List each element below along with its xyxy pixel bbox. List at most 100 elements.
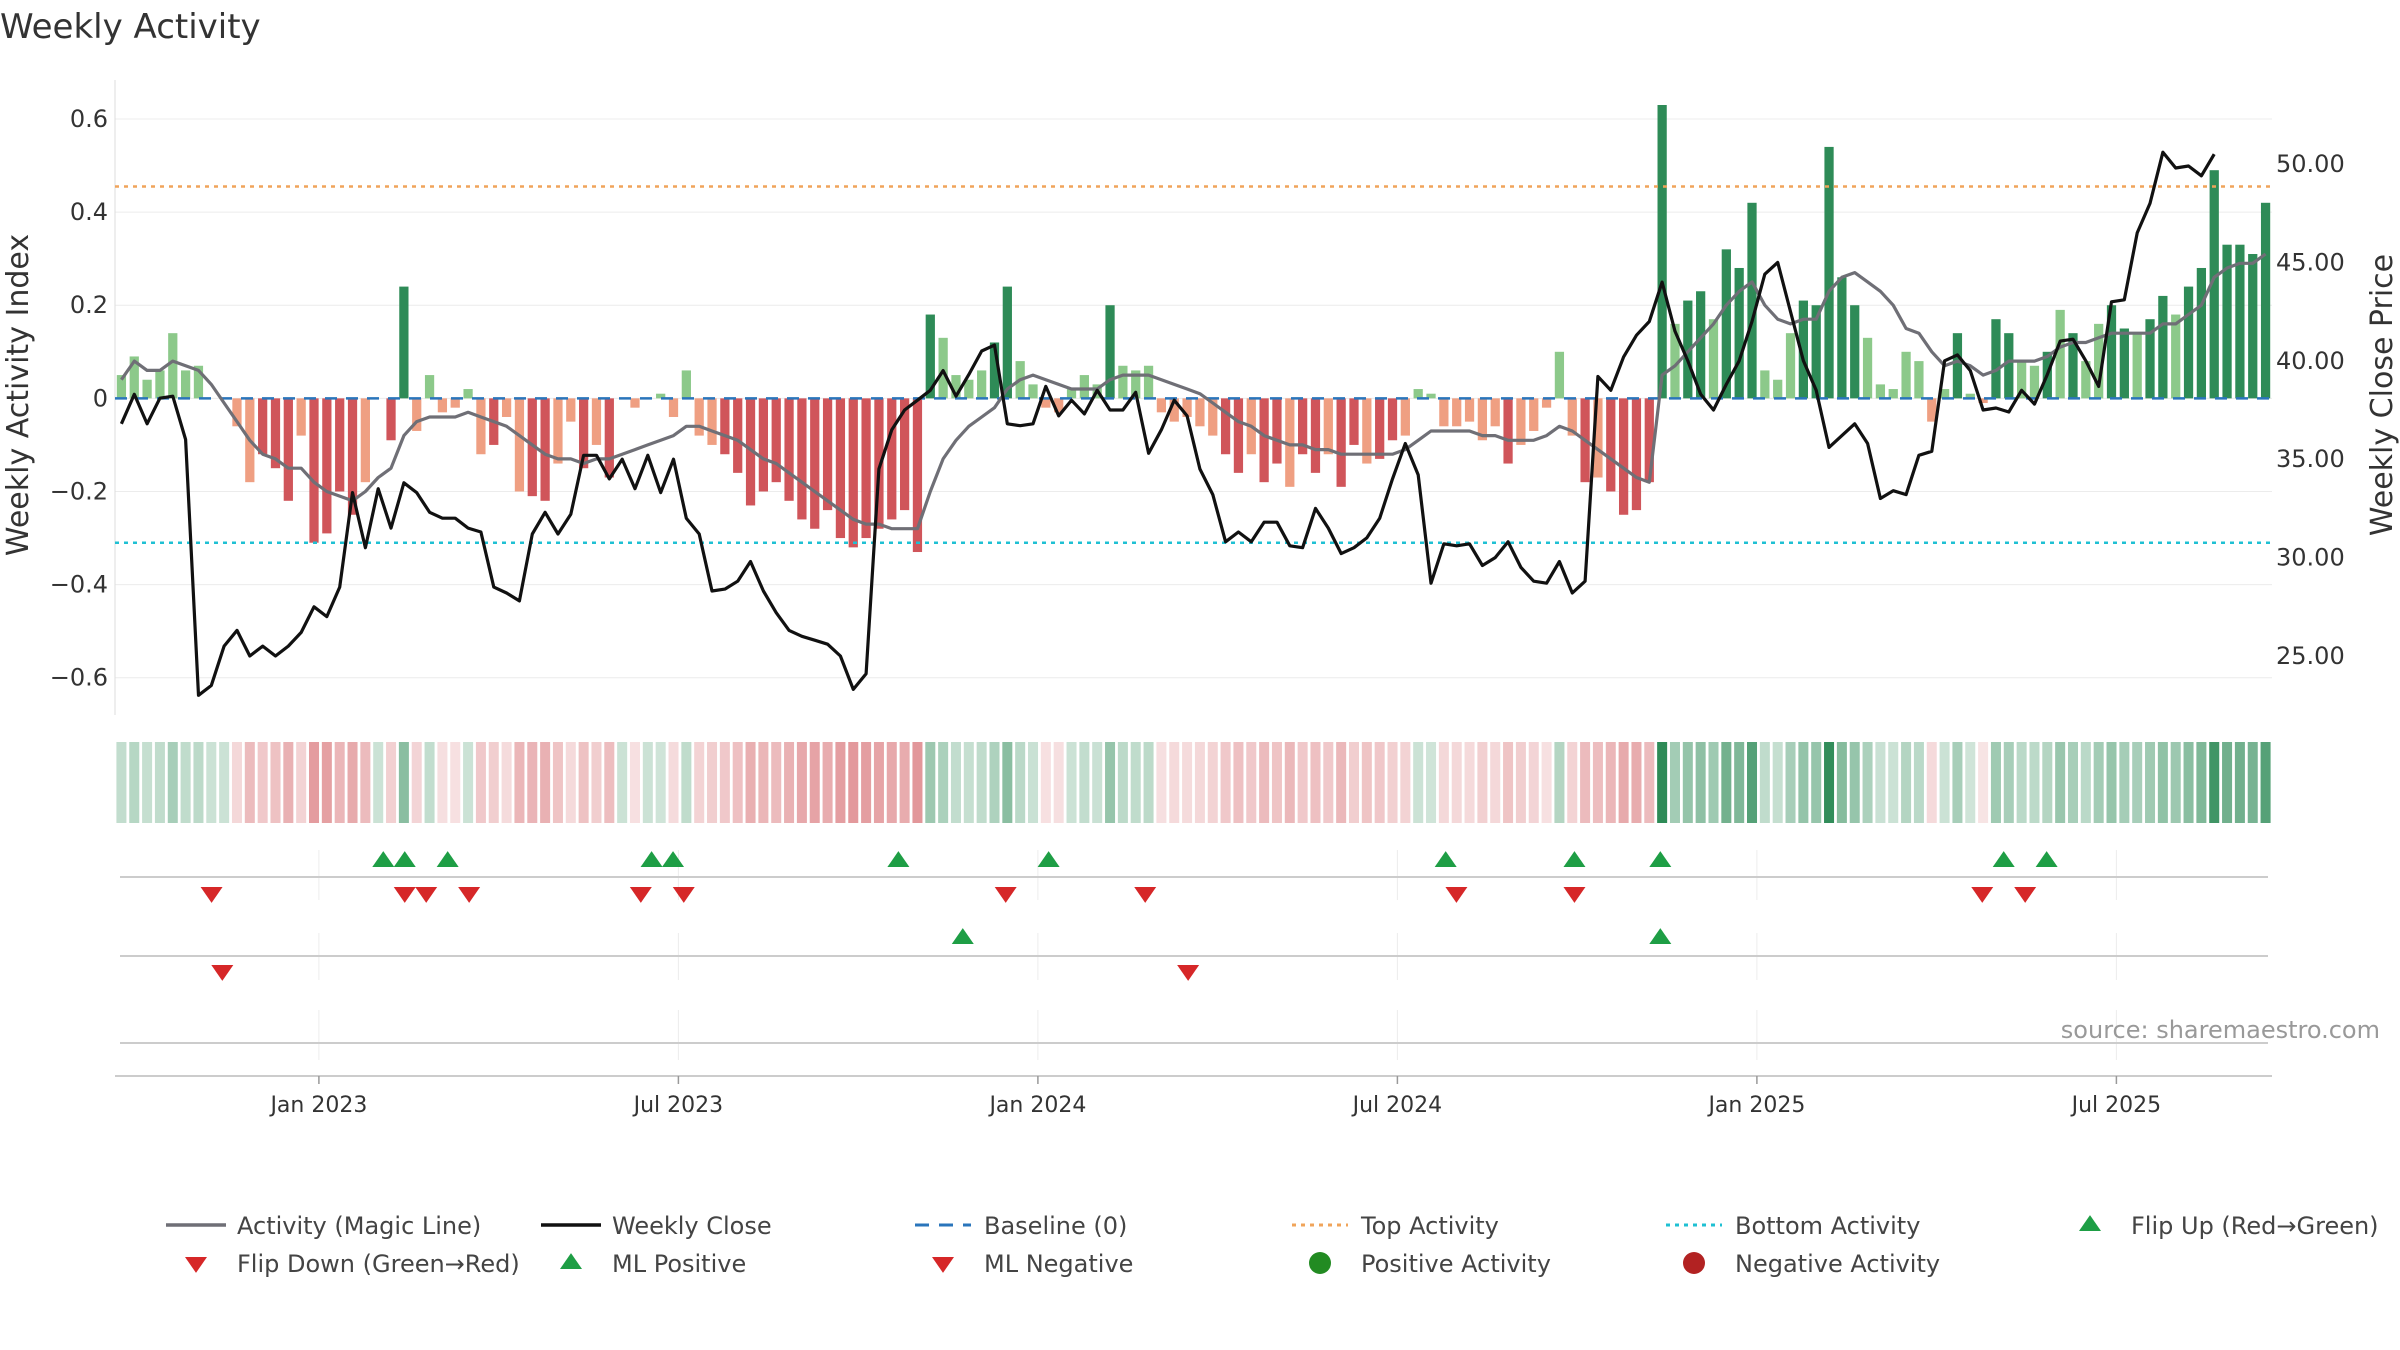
heatmap-cell — [2093, 742, 2104, 823]
activity-bar — [1002, 286, 1012, 399]
heatmap-cell — [552, 742, 563, 823]
activity-bar — [1721, 249, 1731, 399]
activity-bar — [2132, 333, 2142, 399]
activity-bar — [1413, 389, 1423, 399]
heatmap-cell — [1862, 742, 1873, 823]
heatmap-cell — [1939, 742, 1950, 823]
heatmap-cell — [1682, 742, 1693, 823]
heatmap-cell — [2016, 742, 2027, 823]
flip-up-marker — [2035, 851, 2058, 868]
activity-bar — [1452, 398, 1462, 427]
weekly-close-series — [119, 150, 2216, 697]
activity-bar — [720, 398, 730, 455]
activity-bar — [437, 398, 448, 413]
ml-negative-marker — [211, 964, 234, 981]
heatmap-cell — [848, 742, 859, 823]
activity-bar — [707, 398, 717, 445]
heatmap-cell — [1323, 742, 1334, 823]
heatmap-cell — [1066, 742, 1077, 823]
activity-bar — [1631, 398, 1642, 511]
x-tick-label: Jul 2025 — [2070, 1093, 2162, 1118]
heatmap-cell — [1348, 742, 1359, 823]
legend-item: Top Activity — [1292, 1212, 1499, 1240]
activity-bar — [1105, 305, 1115, 399]
heatmap-cell — [861, 742, 872, 823]
heatmap-cell — [501, 742, 512, 823]
x-tick-label: Jul 2023 — [632, 1093, 724, 1118]
heatmap-cell — [1413, 742, 1424, 823]
heatmap-cell — [2196, 742, 2207, 823]
heatmap-cell — [745, 742, 756, 823]
activity-bar — [668, 398, 679, 417]
legend-item: Positive Activity — [1309, 1250, 1551, 1278]
activity-bar — [1310, 398, 1321, 473]
activity-bar — [1708, 319, 1719, 399]
heatmap-cell — [1644, 742, 1655, 823]
activity-bar — [296, 398, 306, 436]
heatmap-cell — [1747, 742, 1758, 823]
activity-bar — [604, 398, 614, 478]
flip-up-marker — [393, 851, 416, 868]
heatmap-cell — [758, 742, 769, 823]
heatmap-cell — [1888, 742, 1899, 823]
legend-swatch-dot — [1683, 1252, 1705, 1274]
activity-bar — [270, 398, 281, 469]
activity-bar — [1464, 398, 1475, 422]
activity-bar — [1875, 384, 1886, 399]
heatmap-cell — [835, 742, 846, 823]
activity-bar — [758, 398, 769, 492]
flip-down-marker — [1563, 886, 1586, 903]
activity-bar — [1978, 398, 1988, 404]
legend-item: Activity (Magic Line) — [166, 1212, 481, 1240]
activity-bar — [1696, 291, 1706, 399]
activity-bar — [193, 365, 204, 399]
heatmap-cell — [1464, 742, 1475, 823]
activity-bar — [1349, 398, 1359, 445]
activity-bar — [155, 370, 165, 399]
activity-bar — [2235, 244, 2245, 399]
activity-bar — [591, 398, 602, 445]
activity-bar — [1606, 398, 1616, 492]
heatmap-cell — [1297, 742, 1308, 823]
heatmap-cell — [1271, 742, 1282, 823]
heatmap-cell — [1079, 742, 1090, 823]
heatmap-cell — [1580, 742, 1591, 823]
y-tick-label: −0.6 — [50, 664, 108, 692]
heatmap-cell — [681, 742, 692, 823]
legend-swatch-triangle-up — [560, 1253, 582, 1270]
activity-bar — [977, 370, 987, 399]
heatmap-cell — [1503, 742, 1514, 823]
heatmap-cell — [1605, 742, 1616, 823]
heatmap-cell — [219, 742, 230, 823]
y2-tick-label: 50.00 — [2276, 150, 2345, 178]
heatmap-cell — [2119, 742, 2130, 823]
heatmap-cell — [1734, 742, 1745, 823]
ml-signal-panel — [120, 928, 2268, 981]
activity-bar — [1734, 267, 1744, 399]
heatmap-cell — [450, 742, 461, 823]
heatmap-cell — [2106, 742, 2117, 823]
activity-bar — [2260, 202, 2271, 399]
heatmap-cell — [1426, 742, 1437, 823]
flip-up-marker — [372, 851, 395, 868]
legend-item: Flip Down (Green→Red) — [185, 1250, 520, 1278]
heatmap-cell — [912, 742, 923, 823]
activity-bar — [1118, 365, 1128, 399]
activity-bar — [129, 356, 139, 399]
heatmap-cell — [1669, 742, 1680, 823]
y-tick-label: 0 — [93, 384, 108, 412]
activity-bar — [1439, 398, 1449, 427]
heatmap-cell — [1477, 742, 1488, 823]
activity-bar — [1503, 398, 1513, 464]
activity-bar — [861, 398, 871, 539]
heatmap-cell — [1028, 742, 1039, 823]
activity-bar — [1220, 398, 1231, 455]
heatmap-cell — [1528, 742, 1539, 823]
activity-bar — [1888, 389, 1898, 399]
activity-bar — [142, 379, 152, 399]
activity-bar — [2222, 244, 2232, 399]
heatmap-cell — [206, 742, 217, 823]
ml-negative-marker — [1177, 964, 1200, 981]
heatmap-cell — [1002, 742, 1013, 823]
heatmap-cell — [193, 742, 204, 823]
